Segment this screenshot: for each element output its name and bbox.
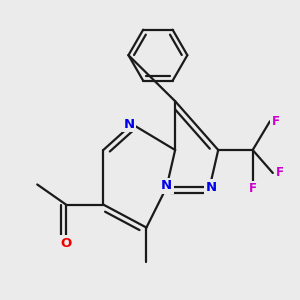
Text: N: N [206, 181, 217, 194]
Text: N: N [161, 179, 172, 192]
Text: O: O [60, 237, 72, 250]
Text: F: F [249, 182, 257, 195]
Text: F: F [272, 115, 280, 128]
Text: N: N [124, 118, 135, 130]
Text: F: F [276, 167, 284, 179]
